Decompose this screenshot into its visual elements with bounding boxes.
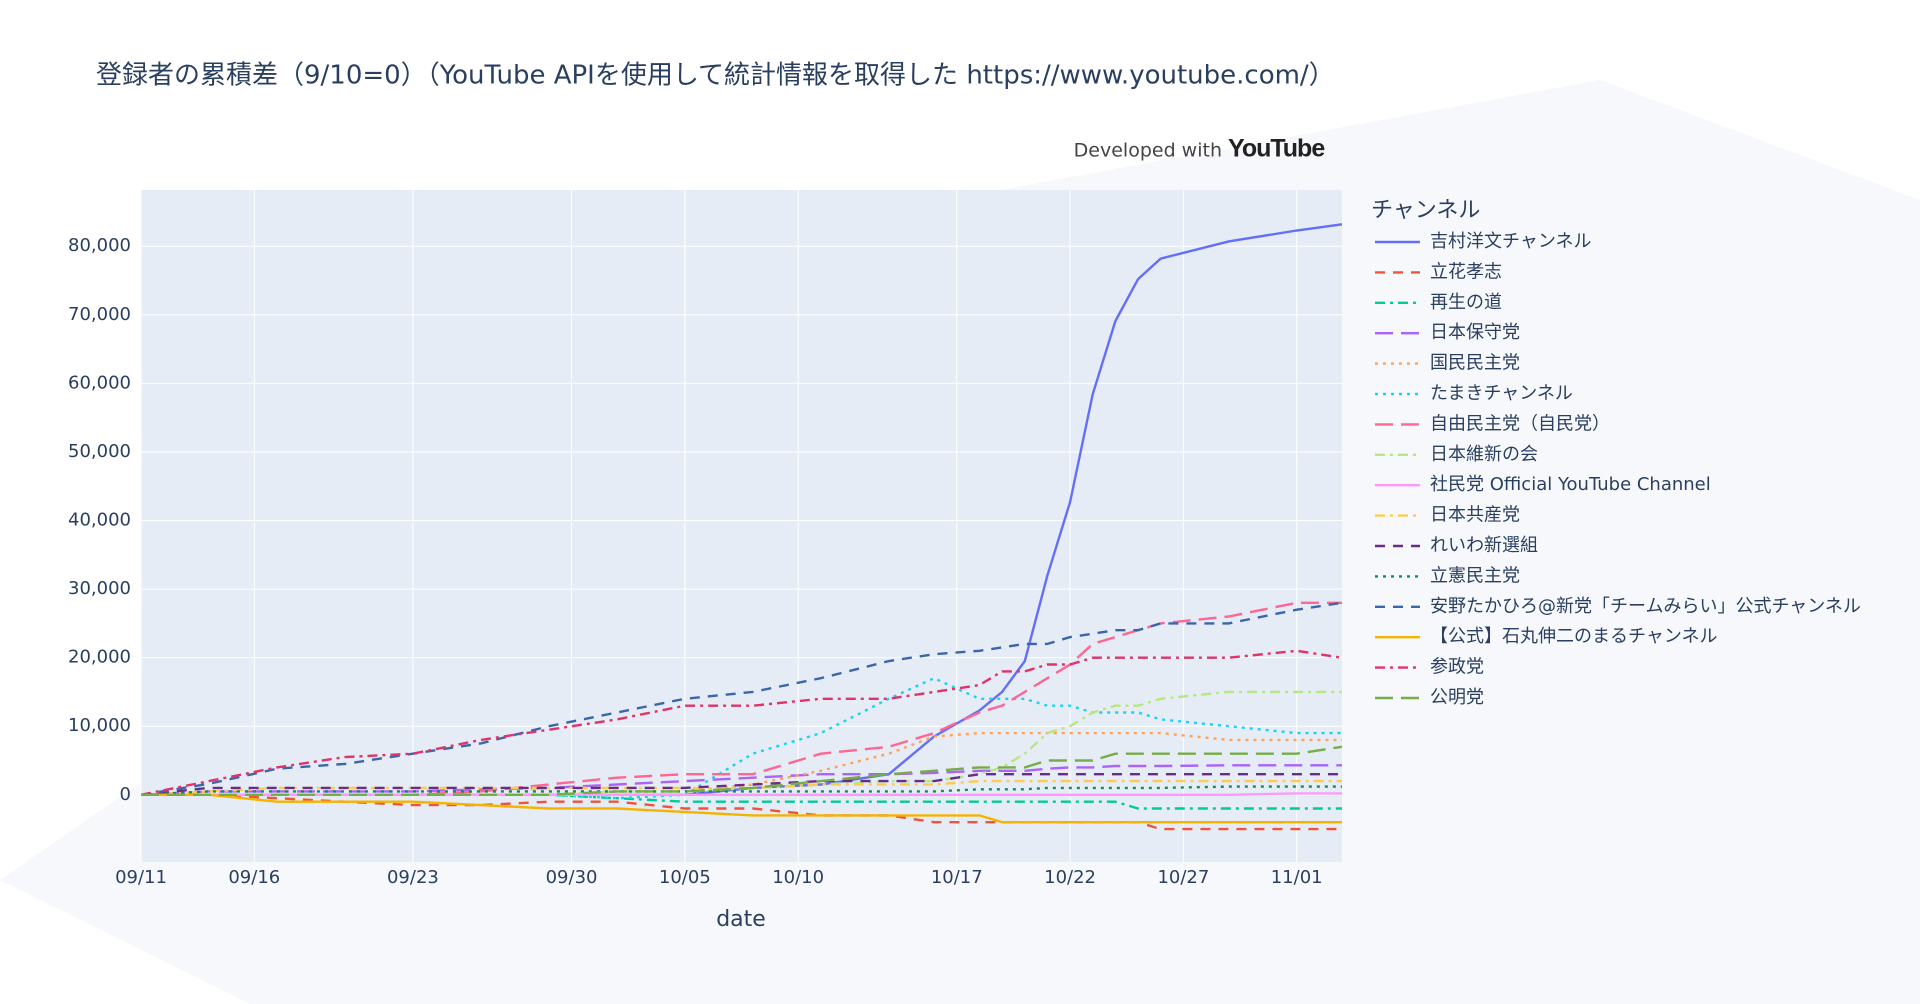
x-tick-label: 09/23 (387, 867, 439, 888)
series-line (141, 731, 1342, 796)
annotation: Developed with (1074, 140, 1222, 162)
legend-label[interactable]: たまきチャンネル (1430, 383, 1573, 404)
legend-label[interactable]: 自由民主党（自民党） (1430, 413, 1610, 434)
x-tick-label: 09/11 (115, 867, 167, 888)
legend-label[interactable]: 国民民主党 (1430, 353, 1520, 374)
x-tick-label: 09/16 (228, 867, 280, 888)
y-tick-label: 20,000 (68, 647, 131, 668)
legend-label[interactable]: 再生の道 (1430, 292, 1502, 313)
series-line (141, 779, 1342, 796)
legend-label[interactable]: 立憲民主党 (1430, 564, 1520, 586)
series-line (141, 793, 1342, 810)
series-line (141, 764, 1342, 796)
legend-label[interactable]: 安野たかひろ@新党「チームみらい」公式チャンネル (1430, 596, 1861, 617)
legend-label[interactable]: 社民党 Official YouTube Channel (1430, 474, 1711, 495)
x-tick-label: 09/30 (546, 867, 598, 888)
legend-label[interactable]: 公明党 (1430, 687, 1484, 708)
x-tick-label: 10/17 (931, 867, 983, 888)
y-tick-label: 40,000 (68, 510, 131, 531)
legend-label[interactable]: 日本共産党 (1430, 505, 1520, 526)
x-tick-label: 10/10 (772, 867, 824, 888)
y-tick-label: 50,000 (68, 441, 131, 462)
x-tick-label: 10/05 (659, 867, 711, 888)
series-line (141, 745, 1342, 796)
x-axis-title: date (716, 907, 766, 932)
x-tick-label: 11/01 (1271, 867, 1323, 888)
legend: 吉村洋文チャンネル立花孝志再生の道日本保守党国民民主党たまきチャンネル自由民主党… (1375, 231, 1861, 708)
y-tick-label: 0 (120, 784, 131, 805)
legend-title: チャンネル (1371, 198, 1480, 223)
y-tick-label: 70,000 (68, 304, 131, 325)
series-line (141, 649, 1342, 796)
series-line (141, 601, 1342, 796)
annotation-logo: YouTube (1228, 135, 1325, 163)
y-tick-label: 80,000 (68, 235, 131, 256)
y-tick-label: 60,000 (68, 372, 131, 393)
legend-label[interactable]: 立花孝志 (1430, 261, 1502, 282)
legend-label[interactable]: 吉村洋文チャンネル (1430, 231, 1591, 252)
y-tick-label: 10,000 (68, 715, 131, 736)
series-line (141, 793, 1342, 824)
legend-label[interactable]: 参政党 (1430, 657, 1484, 678)
y-tick-label: 30,000 (68, 578, 131, 599)
series-line (141, 773, 1342, 796)
lines (141, 223, 1342, 831)
series-line (141, 785, 1342, 796)
plot-area (141, 190, 1342, 862)
series-line (141, 690, 1342, 796)
legend-label[interactable]: 【公式】石丸伸二のまるチャンネル (1430, 626, 1717, 647)
legend-label[interactable]: れいわ新選組 (1430, 535, 1538, 556)
chart-title: 登録者の累積差（9/10=0）（YouTube APIを使用して統計情報を取得し… (96, 61, 1335, 91)
x-tick-label: 10/27 (1157, 867, 1209, 888)
legend-label[interactable]: 日本保守党 (1430, 322, 1520, 343)
x-tick-label: 10/22 (1044, 867, 1096, 888)
legend-label[interactable]: 日本維新の会 (1430, 444, 1538, 465)
series-line (141, 792, 1342, 796)
